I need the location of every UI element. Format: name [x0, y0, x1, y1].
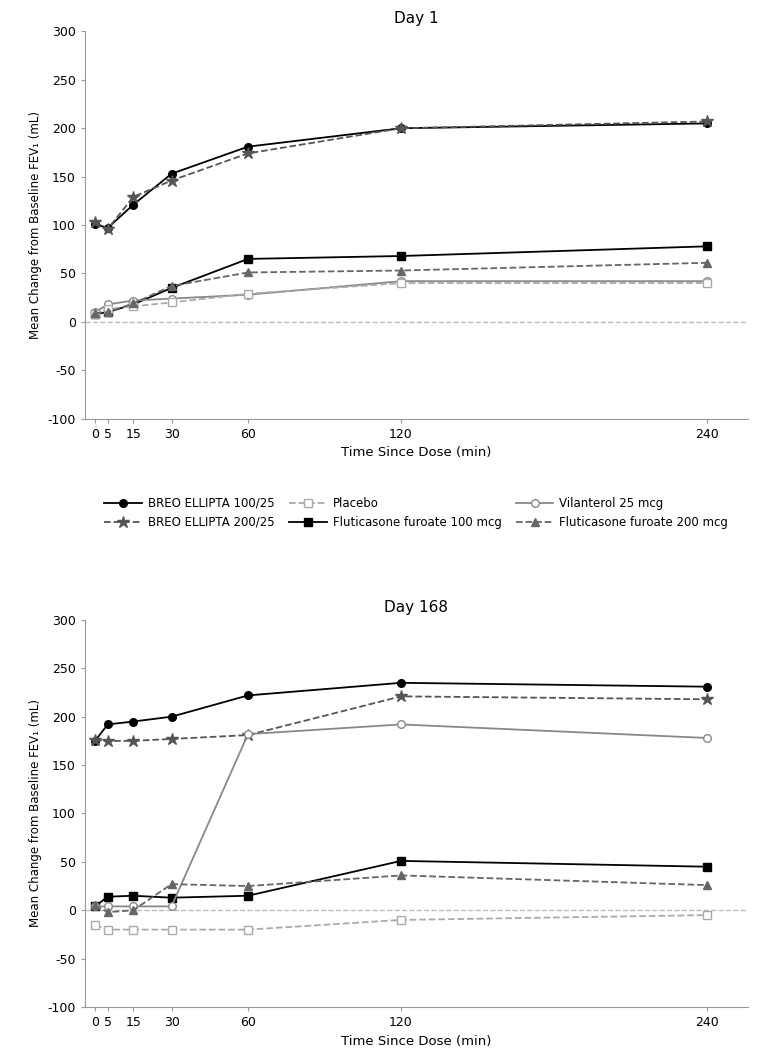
- Y-axis label: Mean Change from Baseline FEV₁ (mL): Mean Change from Baseline FEV₁ (mL): [29, 700, 42, 927]
- Title: Day 168: Day 168: [384, 600, 449, 615]
- Title: Day 1: Day 1: [394, 12, 439, 26]
- X-axis label: Time Since Dose (min): Time Since Dose (min): [341, 1034, 492, 1048]
- Y-axis label: Mean Change from Baseline FEV₁ (mL): Mean Change from Baseline FEV₁ (mL): [29, 111, 42, 339]
- Legend: BREO ELLIPTA 100/25, BREO ELLIPTA 200/25, Placebo, Fluticasone furoate 100 mcg, : BREO ELLIPTA 100/25, BREO ELLIPTA 200/25…: [104, 497, 729, 529]
- X-axis label: Time Since Dose (min): Time Since Dose (min): [341, 446, 492, 459]
